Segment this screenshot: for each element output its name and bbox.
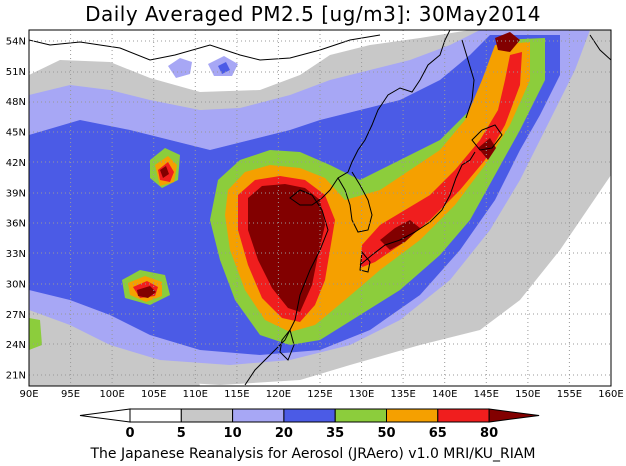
lon-tick-label: 135E [390,389,415,400]
colorbar: 0 5 10 20 35 50 65 80 [79,408,540,441]
colorbar-under-arrow [79,408,131,423]
footer-credit: The Japanese Reanalysis for Aerosol (JRA… [90,446,536,462]
lon-tick-label: 110E [183,389,208,400]
lon-tick-label: 105E [141,389,166,400]
colorbar-level-label: 50 [377,426,395,441]
japan-kyushu [359,250,371,273]
lon-tick-label: 95E [61,389,80,400]
colorbar-level-label: 65 [429,426,447,441]
lat-tick-label: 39N [6,188,26,199]
contour-80-blob2 [160,166,169,178]
lon-tick-label: 120E [266,389,291,400]
colorbar-segment [180,408,234,423]
korea-coast [337,171,373,233]
colorbar-segment [283,408,336,423]
japan-hokkaido [471,124,503,151]
china-coast [244,30,451,386]
lat-tick-label: 48N [6,97,26,108]
colorbar-level-label: 10 [224,426,242,441]
lat-tick-label: 21N [6,371,26,382]
colorbar-level-label: 5 [177,426,186,441]
contour-80-japan [380,220,420,250]
contour-65-japan [360,52,522,268]
lat-tick-label: 27N [6,310,26,321]
lon-tick-label: 145E [474,389,499,400]
map-title: Daily Averaged PM2.5 [ug/m3]: 30May2014 [85,2,541,26]
sakhalin [461,39,475,119]
lon-tick-label: 90E [19,389,38,400]
colorbar-level-label: 35 [326,426,344,441]
contour-35-blob3 [29,318,42,350]
lon-tick-label: 125E [307,389,332,400]
colorbar-over-arrow [488,408,540,423]
contour-80-north [495,32,520,52]
lon-tick-label: 100E [99,389,124,400]
longitude-ticks: 90E 95E 100E 105E 110E 115E 120E 125E 130E 135E 14… [19,389,623,400]
colorbar-segment [129,408,182,423]
lat-tick-label: 51N [6,67,26,78]
contour-80-blob [137,286,156,298]
lon-tick-label: 155E [557,389,582,400]
lon-tick-label: 160E [598,389,623,400]
kamchatka-coast [589,34,611,61]
lat-tick-label: 45N [6,128,26,139]
latitude-ticks: 54N 51N 48N 45N 42N 39N 36N 33N 30N 27N 24N 21N [6,37,26,382]
lat-tick-label: 33N [6,249,26,260]
lat-tick-label: 54N [6,37,26,48]
coastlines [29,30,611,386]
lat-tick-label: 24N [6,340,26,351]
colorbar-segment [334,408,388,423]
contour-10-blob [168,58,192,78]
lon-tick-label: 130E [349,389,374,400]
colorbar-segment [437,408,490,423]
lon-tick-label: 115E [224,389,249,400]
contour-20-blob [218,62,230,74]
colorbar-level-label: 80 [480,426,498,441]
taiwan [279,328,295,361]
colorbar-level-label: 20 [275,426,293,441]
lat-tick-label: 42N [6,158,26,169]
lat-tick-label: 30N [6,279,26,290]
japan-honshu [359,151,476,266]
map-frame [28,29,612,387]
lon-tick-label: 140E [432,389,457,400]
colorbar-segment [232,408,285,423]
lat-tick-label: 36N [6,219,26,230]
grid-lines [29,30,611,386]
colorbar-level-label: 0 [125,426,134,441]
lon-tick-label: 150E [515,389,540,400]
colorbar-segment [386,408,439,423]
